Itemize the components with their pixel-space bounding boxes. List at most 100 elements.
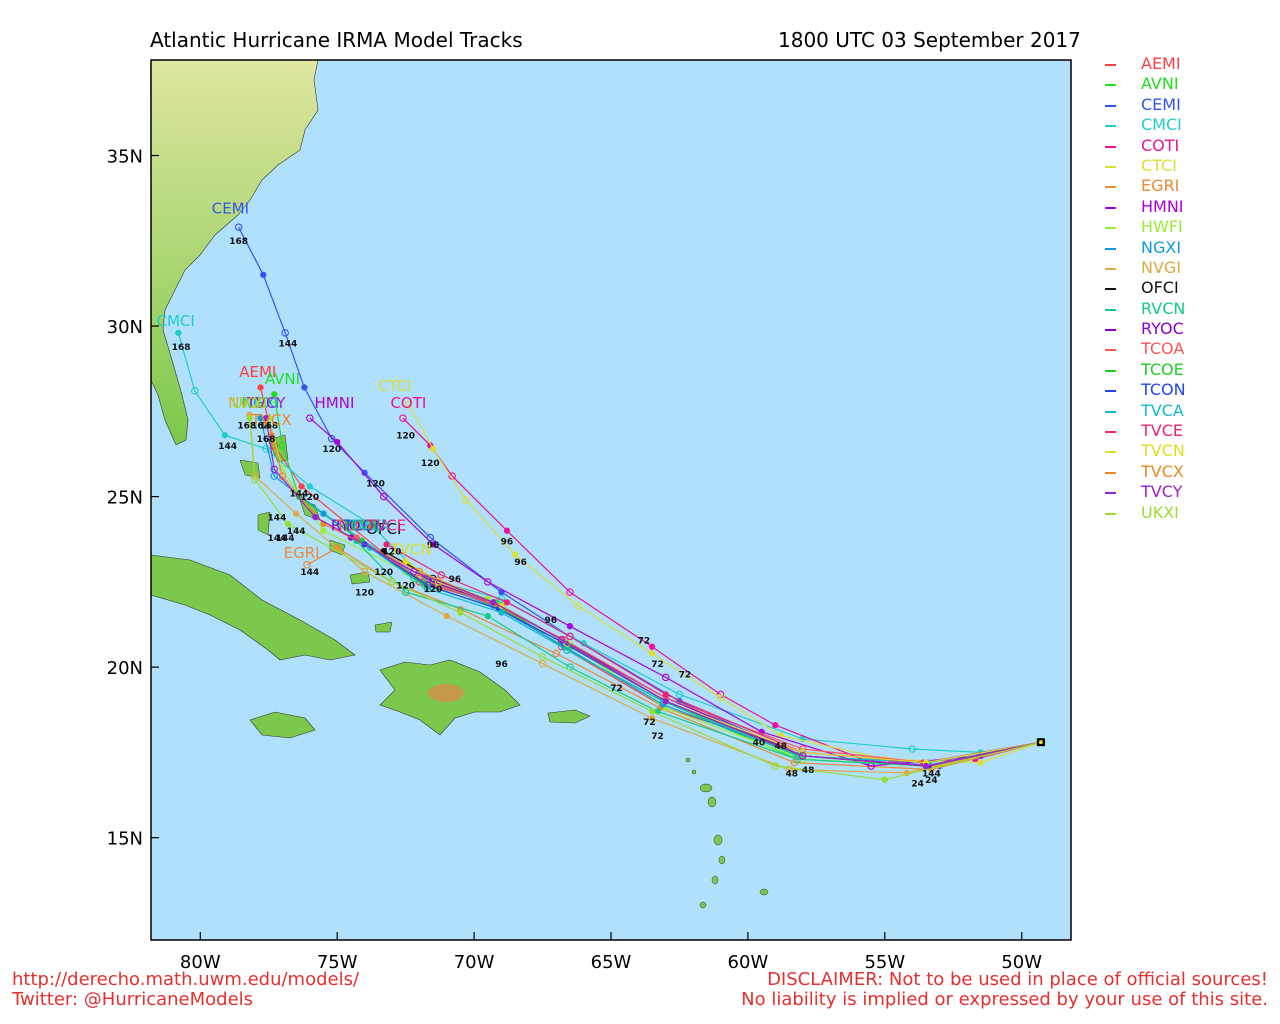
legend-swatch [1105, 308, 1116, 311]
legend-label: CMCI [1141, 115, 1182, 135]
track-point-cemi [281, 329, 289, 337]
legend-label: RYOC [1141, 319, 1184, 339]
track-point-coti [503, 527, 511, 534]
track-point-ngxi [320, 510, 327, 517]
legend-label: CEMI [1141, 94, 1181, 114]
track-point-tvcy [270, 465, 278, 474]
track-point-avni [271, 391, 278, 398]
forecast-hour-label: 96 [495, 660, 508, 670]
track-point-tvcy [662, 698, 669, 705]
legend-label: TVCY [1141, 482, 1183, 502]
forecast-hour-label: 144 [289, 490, 308, 500]
track-cmci [177, 332, 1042, 754]
track-point-tvca [423, 584, 432, 593]
x-tick-label: 75W [317, 952, 358, 973]
track-point-cmci [306, 483, 313, 490]
legend-swatch [1105, 145, 1116, 148]
legend-item-cemi: CEMI [1100, 95, 1275, 115]
track-label-aemi: AEMI [239, 363, 276, 381]
legend-swatch [1105, 84, 1116, 87]
x-tick-label: 80W [180, 952, 221, 973]
track-point-cmci [221, 432, 229, 439]
track-label-nvgi: NVGI [228, 394, 266, 412]
forecast-hour-label: 48 [774, 742, 787, 752]
chart-title: Atlantic Hurricane IRMA Model Tracks [150, 28, 523, 52]
forecast-hour-label: 168 [229, 237, 248, 247]
legend-label: TCOA [1141, 339, 1185, 359]
legend-label: TVCA [1141, 400, 1184, 420]
track-point-ctci [977, 759, 984, 766]
legend-swatch [1105, 186, 1116, 189]
cuba-land [151, 554, 356, 661]
legend-item-rvcn: RVCN [1100, 299, 1275, 319]
track-point-coti [399, 414, 407, 422]
x-tick-label: 60W [728, 952, 769, 973]
track-point-cmci [908, 745, 916, 753]
track-point-tvce [503, 599, 511, 606]
initial-position-dot [1038, 740, 1043, 745]
x-tick-label: 50W [1001, 952, 1042, 973]
track-point-avni [278, 441, 287, 450]
ocean [151, 60, 1071, 940]
track-point-hmni [566, 623, 574, 630]
legend-swatch [1105, 431, 1116, 434]
track-point-cemi [234, 223, 243, 231]
track-point-ctci [404, 400, 413, 409]
twitter-handle: Twitter: @HurricaneModels [12, 989, 254, 1010]
track-label-tcon: TCON [343, 517, 386, 535]
track-point-tvca [498, 609, 505, 616]
legend-item-egri: EGRI [1100, 176, 1275, 196]
forecast-hour-label: 96 [449, 575, 462, 585]
source-url[interactable]: http://derecho.math.uwm.edu/models/ [12, 969, 360, 990]
track-point-nvgi [360, 567, 369, 576]
legend-item-ukxi: UKXI [1100, 503, 1275, 523]
track-label-tcoa: TCOA [335, 517, 377, 535]
legend-swatch [1105, 369, 1116, 372]
forecast-hour-label: 120 [374, 568, 393, 578]
forecast-hour-label: 144 [268, 513, 287, 523]
track-point-ukxi [388, 578, 396, 586]
track-point-ctci [512, 551, 519, 558]
forecast-hour-label: 144 [287, 527, 306, 537]
track-point-coti [772, 721, 779, 729]
track-point-tvcy [922, 762, 930, 770]
track-point-tvce [437, 571, 445, 579]
track-point-nvgi [292, 510, 300, 517]
track-label-tvcy: TVCY [246, 394, 287, 412]
legend-item-coti: COTI [1100, 136, 1275, 156]
legend-swatch [1105, 227, 1116, 230]
track-point-tvcy [798, 752, 807, 760]
legend-item-tcoa: TCOA [1100, 339, 1275, 359]
legend-item-hmni: HMNI [1100, 197, 1275, 217]
track-label-tvce: TVCE [366, 517, 406, 535]
track-point-cmci [262, 445, 270, 453]
forecast-hour-label: 168 [251, 421, 270, 431]
forecast-hour-label: 144 [922, 769, 941, 779]
track-point-egri [552, 649, 560, 658]
track-point-aemi [298, 483, 305, 490]
legend-swatch [1105, 349, 1116, 352]
track-point-ukxi [251, 475, 259, 484]
y-tick-label: 25N [107, 488, 143, 509]
footer-right: DISCLAIMER: Not to be used in place of o… [741, 970, 1268, 1010]
track-label-cmci: CMCI [156, 312, 194, 330]
legend-label: RVCN [1141, 298, 1186, 318]
longitude-ticks: 80W 75W 70W 65W 60W 55W 50W [180, 932, 1042, 973]
track-point-tvcy [410, 567, 418, 576]
hispaniola-highlands [428, 684, 464, 702]
track-point-cemi [301, 384, 308, 391]
track-point-cmci [175, 329, 182, 337]
track-point-coti [566, 588, 574, 596]
legend-label: NGXI [1141, 237, 1182, 257]
track-label-tvca: TVCA [349, 517, 391, 535]
x-tick-label: 65W [591, 952, 632, 973]
forecast-hour-label: 72 [651, 732, 664, 742]
forecast-hour-label: 144 [279, 340, 298, 350]
track-point-hmni [662, 673, 670, 682]
forecast-hour-label: 120 [366, 479, 385, 489]
track-point-tvcx [415, 567, 424, 576]
track-point-cmci [675, 690, 684, 699]
